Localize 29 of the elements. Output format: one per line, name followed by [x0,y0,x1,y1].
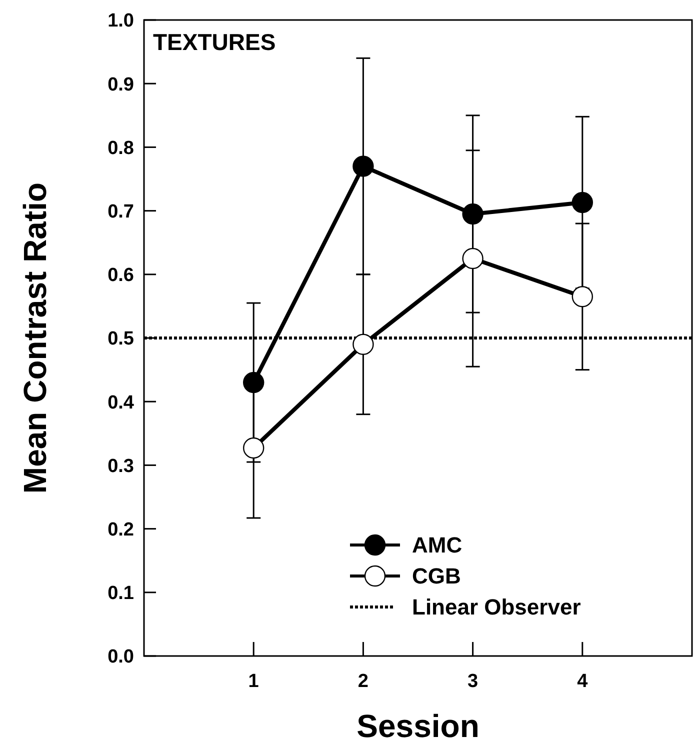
legend-label: AMC [412,532,462,558]
x-tick-label: 1 [248,671,260,692]
x-tick-label: 3 [468,671,478,692]
y-tick-label: 0.9 [108,74,134,96]
point [462,248,484,270]
y-tick-label: 1.0 [108,10,134,32]
point [352,334,374,355]
y-tick-label: 0.1 [108,583,134,604]
point [572,192,593,214]
y-tick-label: 0.7 [108,201,134,222]
y-tick-label: 0.4 [108,392,134,414]
point [462,203,484,225]
y-tick-label: 0.3 [108,456,134,477]
y-tick-label: 0.5 [108,328,134,350]
y-tick-label: 0.2 [108,519,134,540]
y-tick-label: 0.6 [108,265,134,286]
point [243,372,264,394]
x-tick-label: 4 [577,671,588,692]
y-tick-label: 0.8 [108,138,134,159]
y-axis-title: Mean Contrast Ratio [17,182,53,494]
point [572,286,593,308]
point [243,437,264,459]
point [352,156,374,177]
legend-label: Linear Observer [412,594,582,620]
chart-title: TEXTURES [153,29,276,55]
y-tick-label: 0.0 [108,646,134,668]
x-axis-title: Session [356,708,480,744]
x-tick-label: 2 [358,671,368,692]
legend-label: CGB [412,564,461,589]
